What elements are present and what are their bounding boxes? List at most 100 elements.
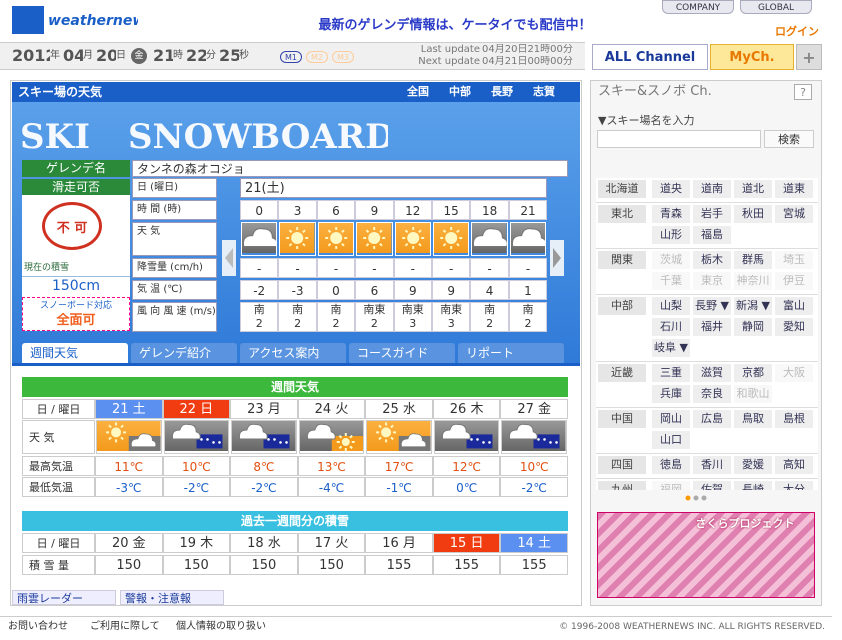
prefecture[interactable]: 道南: [693, 180, 731, 198]
prefecture[interactable]: 山形: [652, 226, 690, 244]
footer-link[interactable]: ご利用に際して: [90, 621, 160, 632]
wind-cell: [355, 302, 394, 332]
wind-cell: [508, 302, 548, 332]
prefecture[interactable]: 島根: [775, 410, 813, 428]
footer-link[interactable]: お問い合わせ: [8, 621, 68, 632]
date-unit: 日: [116, 50, 126, 61]
prefecture[interactable]: 石川: [652, 318, 690, 336]
prefecture[interactable]: 富山: [775, 297, 813, 315]
prefecture[interactable]: 広島: [693, 410, 731, 428]
breadcrumb[interactable]: 長野: [491, 85, 513, 98]
prefecture[interactable]: 青森: [652, 205, 690, 223]
date-unit: 年: [50, 50, 60, 61]
snow-depth: 150: [162, 555, 231, 575]
prefecture[interactable]: 道北: [734, 180, 772, 198]
region-name[interactable]: 北海道: [598, 180, 646, 198]
prefecture[interactable]: 長崎: [734, 481, 772, 490]
prefecture[interactable]: 群馬: [734, 251, 772, 269]
region-name[interactable]: 四国: [598, 456, 646, 474]
header-link[interactable]: COMPANY: [662, 0, 734, 14]
prefecture[interactable]: 山梨: [652, 297, 690, 315]
region-name[interactable]: 九州: [598, 481, 646, 490]
login-link[interactable]: ログイン: [775, 25, 819, 38]
date-bar: [0, 42, 585, 70]
search-button[interactable]: 検索: [764, 130, 814, 148]
mode-button[interactable]: M1: [280, 51, 302, 63]
snow-depth: 155: [365, 555, 433, 575]
prefecture[interactable]: 兵庫: [652, 385, 690, 403]
prefecture[interactable]: 岡山: [652, 410, 690, 428]
header-link[interactable]: GLOBAL: [740, 0, 812, 14]
channel-tab[interactable]: MyCh.: [710, 44, 794, 70]
breadcrumb[interactable]: 志賀: [533, 85, 555, 98]
breadcrumb[interactable]: 中部: [449, 85, 471, 98]
bottom-link[interactable]: 警報・注意報: [120, 590, 224, 605]
prefecture[interactable]: 高知: [775, 456, 813, 474]
prefecture[interactable]: 奈良: [693, 385, 731, 403]
promo-banner: 最新のゲレンデ情報は、ケータイでも配信中！: [318, 18, 592, 33]
mode-button[interactable]: M3: [332, 51, 354, 63]
prefecture[interactable]: 大分: [775, 481, 813, 490]
tab[interactable]: リポート: [458, 343, 564, 364]
region-name[interactable]: 中国: [598, 410, 646, 428]
region-name[interactable]: 関東: [598, 251, 646, 269]
row-label: 時 間 (時): [132, 200, 217, 220]
board-label: スノーボード対応: [39, 301, 112, 311]
prefecture[interactable]: 山口: [652, 431, 690, 449]
prefecture[interactable]: 長野 ▼: [693, 297, 731, 315]
ad-text[interactable]: さくらプロジェクト: [695, 517, 795, 530]
prefecture[interactable]: 岐阜 ▼: [652, 339, 690, 357]
prefecture[interactable]: 栃木: [693, 251, 731, 269]
bottom-link[interactable]: 雨雲レーダー: [12, 590, 116, 605]
prefecture[interactable]: 道東: [775, 180, 813, 198]
snowfall: -: [432, 258, 471, 278]
prefecture[interactable]: 愛知: [775, 318, 813, 336]
prefecture[interactable]: 新潟 ▼: [734, 297, 772, 315]
tab[interactable]: 週間天気: [22, 343, 128, 364]
snow-depth: 150: [95, 555, 163, 575]
tab[interactable]: アクセス案内: [240, 343, 346, 364]
prefecture[interactable]: 岩手: [693, 205, 731, 223]
region-name[interactable]: 東北: [598, 205, 646, 223]
channel-tab[interactable]: ALL Channel: [592, 44, 708, 70]
ad-banner[interactable]: [597, 512, 815, 598]
prefecture[interactable]: 香川: [693, 456, 731, 474]
prefecture[interactable]: 京都: [734, 364, 772, 382]
prefecture[interactable]: 道央: [652, 180, 690, 198]
prefecture[interactable]: 鳥取: [734, 410, 772, 428]
wind-speed: 2: [524, 317, 532, 330]
help-button[interactable]: ?: [794, 84, 812, 100]
prefecture[interactable]: 徳島: [652, 456, 690, 474]
prefecture[interactable]: 佐賀: [693, 481, 731, 490]
mode-button[interactable]: M2: [306, 51, 328, 63]
breadcrumb[interactable]: 全国: [407, 85, 429, 98]
date-number: 04: [63, 46, 83, 65]
footer-link[interactable]: 個人情報の取り扱い: [176, 621, 266, 632]
region-name[interactable]: 近畿: [598, 364, 646, 382]
wind-speed: 2: [370, 317, 378, 330]
prefecture[interactable]: 滋賀: [693, 364, 731, 382]
row-label: 積 雪 量: [22, 555, 95, 575]
channel-add[interactable]: +: [796, 44, 822, 70]
region-name[interactable]: 中部: [598, 297, 646, 315]
tab[interactable]: コースガイド: [349, 343, 455, 364]
hour: 12: [393, 200, 432, 220]
prefecture[interactable]: 宮城: [775, 205, 813, 223]
prefecture[interactable]: 静岡: [734, 318, 772, 336]
prefecture[interactable]: 三重: [652, 364, 690, 382]
weather-icon: [96, 420, 162, 454]
prefecture[interactable]: 愛媛: [734, 456, 772, 474]
temperature: -2: [240, 280, 279, 300]
search-input[interactable]: [597, 130, 761, 148]
hero-logo: SKI: [20, 117, 91, 157]
prefecture[interactable]: 福井: [693, 318, 731, 336]
pager-dots: [680, 494, 720, 502]
snowfall: -: [355, 258, 394, 278]
hour: 6: [316, 200, 356, 220]
tab[interactable]: ゲレンデ紹介: [131, 343, 237, 364]
day-icon: 金: [131, 48, 147, 64]
prefecture[interactable]: 秋田: [734, 205, 772, 223]
row-label: 日 (曜日): [132, 178, 217, 198]
wind-direction: 南東: [363, 303, 386, 316]
prefecture[interactable]: 福島: [693, 226, 731, 244]
